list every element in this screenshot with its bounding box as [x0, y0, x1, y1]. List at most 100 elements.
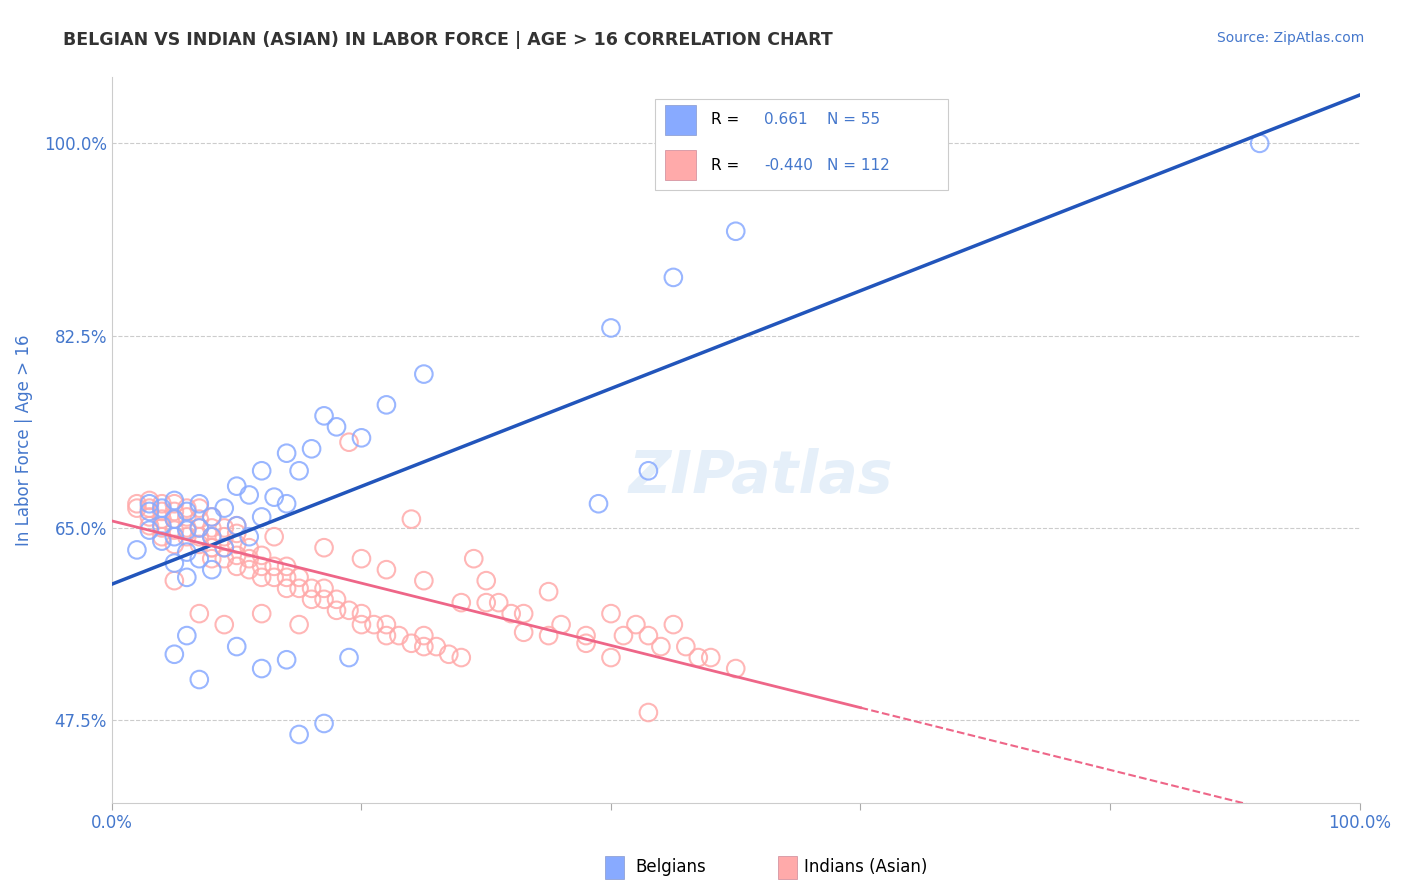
Point — [600, 607, 623, 621]
Point — [163, 647, 186, 661]
Point — [412, 367, 434, 381]
Point — [450, 596, 472, 610]
Point — [488, 596, 510, 610]
Point — [188, 521, 211, 535]
Point — [263, 530, 285, 544]
Bar — [665, 150, 696, 180]
Point — [250, 661, 273, 675]
Point — [138, 501, 160, 516]
Point — [724, 224, 747, 238]
Point — [125, 497, 148, 511]
Point — [138, 504, 160, 518]
Point — [138, 497, 160, 511]
Point — [201, 551, 224, 566]
Point — [375, 563, 398, 577]
Point — [250, 570, 273, 584]
Point — [201, 510, 224, 524]
Point — [176, 545, 198, 559]
Point — [425, 640, 447, 654]
Point — [150, 534, 173, 549]
Point — [201, 541, 224, 555]
Point — [301, 442, 323, 456]
Point — [212, 541, 235, 555]
Point — [150, 501, 173, 516]
Point — [163, 512, 186, 526]
Point — [212, 501, 235, 516]
Point — [412, 640, 434, 654]
Point — [1249, 136, 1271, 151]
Point — [312, 716, 335, 731]
Point — [201, 510, 224, 524]
Point — [301, 582, 323, 596]
Point — [138, 510, 160, 524]
Point — [288, 582, 311, 596]
Text: BELGIAN VS INDIAN (ASIAN) IN LABOR FORCE | AGE > 16 CORRELATION CHART: BELGIAN VS INDIAN (ASIAN) IN LABOR FORCE… — [63, 31, 832, 49]
Text: N = 55: N = 55 — [827, 112, 880, 128]
Point — [150, 530, 173, 544]
Point — [475, 596, 498, 610]
Point — [150, 504, 173, 518]
Point — [176, 523, 198, 537]
Text: Source: ZipAtlas.com: Source: ZipAtlas.com — [1216, 31, 1364, 45]
Text: 0.661: 0.661 — [765, 112, 808, 128]
Point — [176, 570, 198, 584]
Point — [176, 629, 198, 643]
Point — [163, 523, 186, 537]
Y-axis label: In Labor Force | Age > 16: In Labor Force | Age > 16 — [15, 334, 32, 546]
Point — [401, 636, 423, 650]
Point — [288, 464, 311, 478]
Text: N = 112: N = 112 — [827, 158, 890, 173]
Point — [150, 512, 173, 526]
Point — [350, 617, 373, 632]
Point — [600, 650, 623, 665]
Point — [363, 617, 385, 632]
Point — [662, 617, 685, 632]
Point — [188, 501, 211, 516]
Point — [288, 570, 311, 584]
Point — [312, 582, 335, 596]
Point — [600, 321, 623, 335]
Point — [575, 636, 598, 650]
Point — [176, 530, 198, 544]
Point — [225, 526, 247, 541]
Point — [201, 521, 224, 535]
Point — [512, 625, 534, 640]
Point — [350, 431, 373, 445]
Point — [276, 653, 298, 667]
Point — [188, 537, 211, 551]
Point — [276, 446, 298, 460]
Point — [501, 607, 523, 621]
Point — [612, 629, 634, 643]
Point — [150, 497, 173, 511]
Point — [301, 592, 323, 607]
Point — [212, 530, 235, 544]
Point — [212, 551, 235, 566]
Point — [724, 661, 747, 675]
Point — [312, 409, 335, 423]
Point — [138, 523, 160, 537]
Point — [163, 512, 186, 526]
Point — [176, 510, 198, 524]
Point — [675, 640, 697, 654]
Point — [163, 504, 186, 518]
Point — [225, 549, 247, 563]
Point — [263, 570, 285, 584]
Point — [276, 497, 298, 511]
Point — [201, 563, 224, 577]
Point — [401, 512, 423, 526]
Point — [188, 607, 211, 621]
Point — [212, 541, 235, 555]
Point — [212, 617, 235, 632]
Point — [212, 521, 235, 535]
Point — [250, 510, 273, 524]
Point — [225, 640, 247, 654]
Text: -0.440: -0.440 — [765, 158, 813, 173]
Point — [138, 518, 160, 533]
Text: ZIPatlas: ZIPatlas — [628, 448, 893, 505]
Point — [337, 650, 360, 665]
Point — [188, 530, 211, 544]
Point — [150, 518, 173, 533]
Point — [176, 521, 198, 535]
Point — [288, 617, 311, 632]
Point — [163, 574, 186, 588]
